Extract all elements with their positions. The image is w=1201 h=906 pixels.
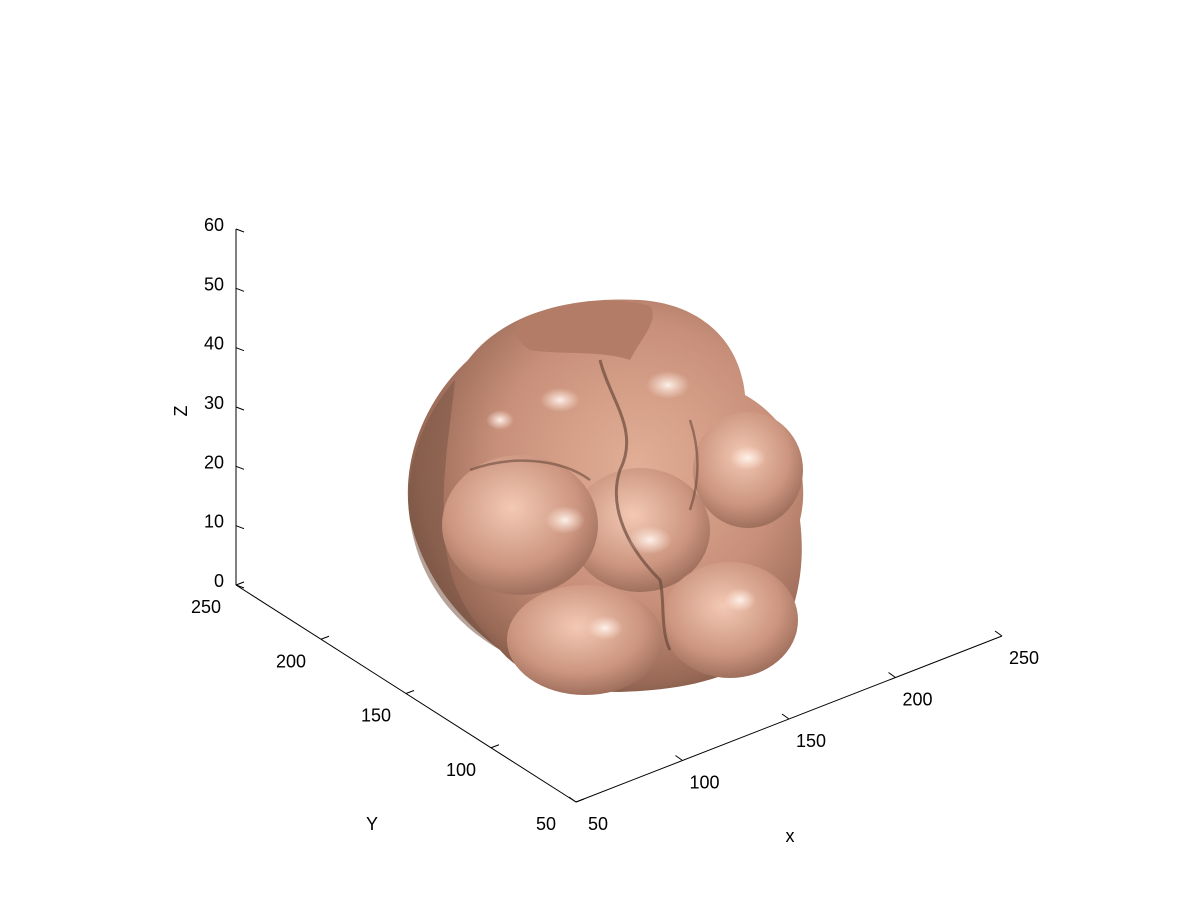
- surface-top-fold: [515, 300, 653, 360]
- z-tick-label: 40: [204, 334, 224, 354]
- surface-lobe-lower-right: [662, 562, 798, 678]
- surface-fissure: [598, 359, 672, 651]
- axes-group: 50 100 150 200 250 50 100 150 200 250 0 10 20 30 40 50 6…: [171, 215, 1039, 846]
- z-tick: [235, 584, 245, 589]
- x-tick: [568, 796, 577, 803]
- z-tick-label: 30: [204, 393, 224, 413]
- z-axis-label: Z: [171, 406, 191, 417]
- surface-highlight: [587, 616, 623, 640]
- brain-surface: [407, 299, 804, 695]
- surface-highlight: [486, 410, 514, 430]
- z-tick: [235, 406, 245, 411]
- y-tick: [405, 690, 415, 694]
- y-tick-label: 50: [536, 814, 556, 834]
- y-axis-label: Y: [366, 814, 378, 834]
- x-tick: [994, 630, 1003, 637]
- x-tick-label: 150: [796, 731, 826, 751]
- y-tick-label: 150: [361, 706, 391, 726]
- x-tick: [888, 672, 896, 678]
- surface-highlight: [545, 506, 585, 534]
- surface-lobe-left: [442, 455, 598, 595]
- surface-lobe-lower-left: [507, 585, 663, 695]
- x-tick: [675, 755, 683, 761]
- y-tick-label: 200: [276, 651, 306, 671]
- z-tick-label: 50: [204, 274, 224, 294]
- surface-highlight: [724, 588, 756, 612]
- z-tick: [235, 228, 245, 233]
- y-tick-label: 250: [191, 597, 221, 617]
- z-tick-label: 20: [204, 452, 224, 472]
- x-tick-label: 100: [689, 773, 719, 793]
- z-tick-label: 0: [214, 571, 224, 591]
- y-tick: [235, 581, 245, 586]
- x-tick-label: 50: [588, 814, 608, 834]
- z-tick: [235, 525, 245, 530]
- z-tick: [235, 465, 245, 470]
- y-tick: [575, 798, 585, 803]
- surface-highlight: [628, 526, 672, 554]
- y-tick: [490, 744, 500, 749]
- z-tick: [235, 287, 245, 292]
- surface-highlight: [730, 446, 766, 470]
- z-tick-label: 10: [204, 512, 224, 532]
- surface-left-shade: [409, 380, 500, 650]
- surface-highlight: [646, 371, 690, 399]
- y-tick-label: 100: [446, 760, 476, 780]
- surface-highlight: [540, 388, 580, 412]
- surface-fold-line: [688, 419, 699, 511]
- x-axis-label: x: [786, 826, 795, 846]
- x-tick-label: 200: [902, 690, 932, 710]
- surface-fold-line: [469, 459, 591, 482]
- z-tick-label: 60: [204, 215, 224, 235]
- y-tick: [320, 635, 330, 640]
- x-tick-label: 250: [1009, 648, 1039, 668]
- x-tick: [781, 713, 790, 720]
- z-tick: [235, 347, 245, 352]
